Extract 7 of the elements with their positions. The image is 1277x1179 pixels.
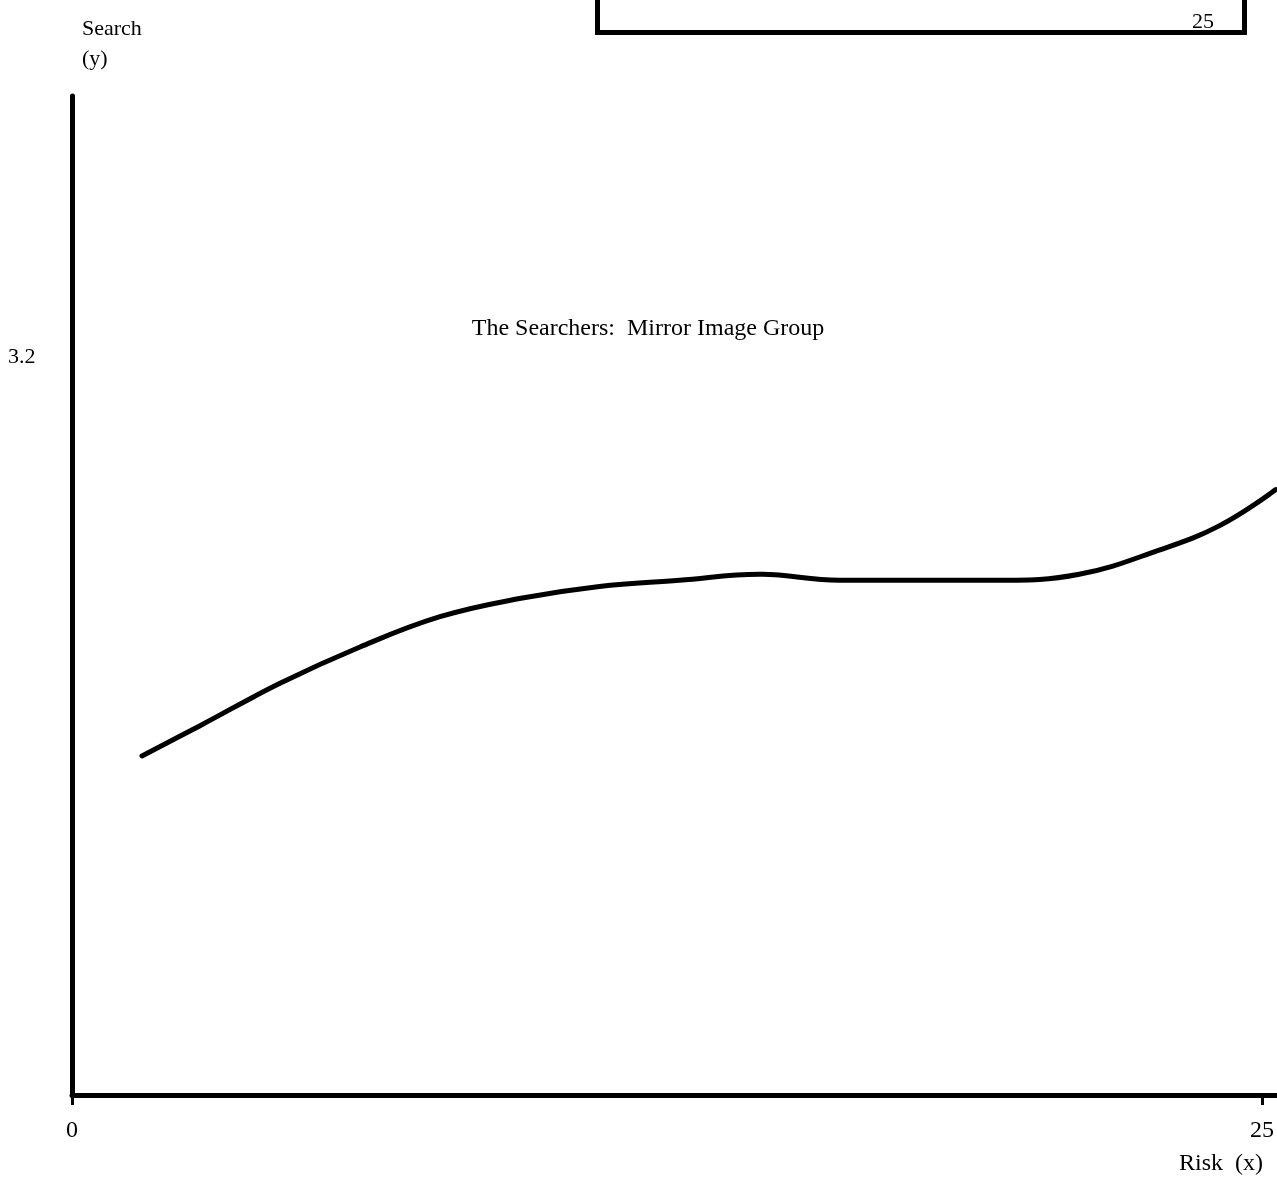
chart-title: The Searchers: Mirror Image Group: [471, 314, 825, 340]
text: Search (y): [82, 14, 142, 70]
text: 3.2: [8, 342, 36, 368]
x-axis-title: Risk (x): [1179, 1149, 1263, 1175]
x-tick-label: 0: [66, 1116, 78, 1142]
x-tick-label: 25: [1250, 1116, 1274, 1142]
box-outline: 25: [595, 0, 1247, 35]
